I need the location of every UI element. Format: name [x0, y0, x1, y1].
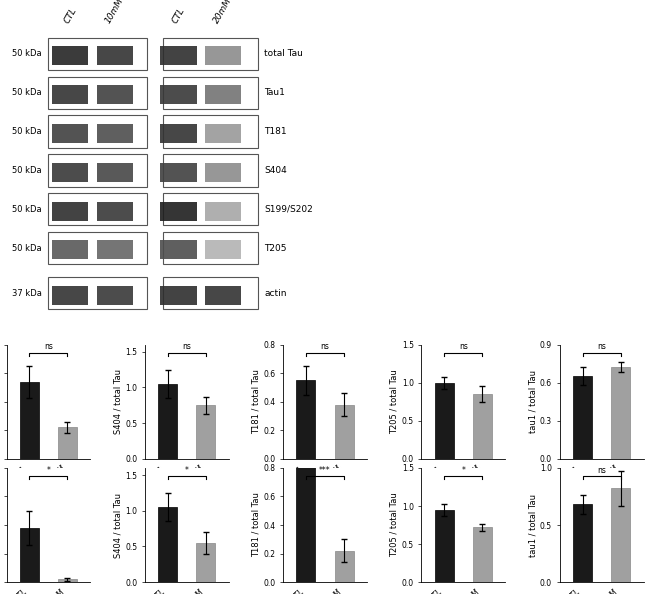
Text: 50 kDa: 50 kDa — [12, 205, 42, 214]
Bar — [161, 46, 197, 65]
Y-axis label: tau1 / total Tau: tau1 / total Tau — [528, 370, 537, 433]
Text: ns: ns — [597, 342, 606, 352]
Text: 50 kDa: 50 kDa — [12, 166, 42, 175]
Bar — [435, 510, 454, 582]
Bar — [20, 382, 39, 459]
Bar — [296, 397, 315, 582]
Bar — [161, 163, 197, 182]
Text: actin: actin — [265, 289, 287, 298]
Bar — [97, 286, 133, 305]
Text: 50 kDa: 50 kDa — [12, 127, 42, 136]
Text: 50 kDa: 50 kDa — [12, 49, 42, 58]
Bar — [52, 163, 88, 182]
Y-axis label: T181 / total Tau: T181 / total Tau — [252, 369, 261, 434]
Y-axis label: T205 / total Tau: T205 / total Tau — [390, 369, 399, 434]
Text: 20mM: 20mM — [212, 0, 234, 25]
Text: *: * — [46, 466, 50, 475]
Bar — [296, 380, 315, 459]
Bar — [196, 405, 215, 459]
Bar — [473, 527, 492, 582]
Bar — [48, 193, 147, 225]
Text: 50 kDa: 50 kDa — [12, 244, 42, 252]
Bar — [196, 543, 215, 582]
Bar — [162, 115, 258, 148]
Bar — [573, 504, 592, 582]
Bar — [52, 201, 88, 220]
Bar — [97, 241, 133, 260]
Bar — [20, 528, 39, 582]
Text: ns: ns — [44, 342, 53, 352]
Y-axis label: S404 / total Tau: S404 / total Tau — [113, 492, 122, 558]
Text: ns: ns — [320, 342, 330, 352]
Bar — [52, 241, 88, 260]
Y-axis label: S404 / total Tau: S404 / total Tau — [113, 369, 122, 434]
Bar — [52, 46, 88, 65]
Bar — [48, 154, 147, 187]
Bar — [162, 77, 258, 109]
Bar — [335, 405, 354, 459]
Bar — [205, 85, 241, 104]
Bar — [52, 286, 88, 305]
Bar — [97, 46, 133, 65]
Bar — [205, 241, 241, 260]
Bar — [58, 579, 77, 582]
Text: CTL: CTL — [170, 6, 187, 25]
Bar — [205, 163, 241, 182]
Text: total Tau: total Tau — [265, 49, 304, 58]
Bar — [48, 38, 147, 70]
Text: T181: T181 — [265, 127, 287, 136]
Bar — [205, 286, 241, 305]
Text: CTL: CTL — [62, 6, 78, 25]
Bar — [97, 85, 133, 104]
Text: ns: ns — [459, 342, 468, 352]
Bar — [52, 124, 88, 143]
Bar — [161, 124, 197, 143]
Bar — [611, 488, 630, 582]
Text: S404: S404 — [265, 166, 287, 175]
Bar — [48, 277, 147, 309]
Text: *: * — [185, 466, 188, 475]
Bar — [435, 383, 454, 459]
Bar — [573, 376, 592, 459]
Bar — [58, 427, 77, 459]
Bar — [48, 232, 147, 264]
Text: T205: T205 — [265, 244, 287, 252]
Bar — [162, 38, 258, 70]
Bar — [97, 124, 133, 143]
Text: 37 kDa: 37 kDa — [12, 289, 42, 298]
Bar — [97, 163, 133, 182]
Bar — [473, 394, 492, 459]
Text: S199/S202: S199/S202 — [265, 205, 313, 214]
Bar — [162, 277, 258, 309]
Bar — [48, 115, 147, 148]
Bar — [158, 384, 177, 459]
Text: ***: *** — [319, 466, 331, 475]
Y-axis label: T205 / total Tau: T205 / total Tau — [390, 492, 399, 557]
Bar — [158, 507, 177, 582]
Text: 10mM: 10mM — [104, 0, 125, 25]
Bar — [161, 85, 197, 104]
Bar — [205, 124, 241, 143]
Bar — [205, 46, 241, 65]
Bar — [162, 193, 258, 225]
Bar — [205, 201, 241, 220]
Bar — [335, 551, 354, 582]
Text: ns: ns — [182, 342, 191, 352]
Bar — [161, 286, 197, 305]
Text: ns: ns — [597, 466, 606, 475]
Bar — [161, 241, 197, 260]
Bar — [52, 85, 88, 104]
Y-axis label: tau1 / total Tau: tau1 / total Tau — [528, 494, 537, 557]
Bar — [48, 77, 147, 109]
Bar — [162, 232, 258, 264]
Bar — [97, 201, 133, 220]
Bar — [162, 154, 258, 187]
Text: Tau1: Tau1 — [265, 89, 285, 97]
Text: *: * — [462, 466, 465, 475]
Y-axis label: T181 / total Tau: T181 / total Tau — [252, 492, 261, 558]
Text: 50 kDa: 50 kDa — [12, 89, 42, 97]
Bar — [161, 201, 197, 220]
Bar — [611, 368, 630, 459]
